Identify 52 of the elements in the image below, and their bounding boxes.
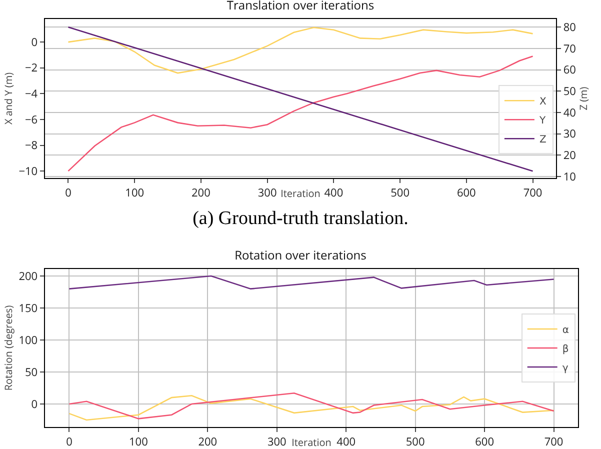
- y2-tick-label: 70: [563, 41, 576, 56]
- y2-tick-label: 20: [563, 148, 576, 164]
- legend-label: Z: [539, 134, 546, 146]
- legend-label: γ: [562, 362, 568, 374]
- x-tick-label: 600: [456, 185, 476, 200]
- y-tick-label: 0: [31, 34, 38, 50]
- line-series: [68, 275, 554, 290]
- y2-tick-label: 60: [563, 62, 576, 78]
- x-tick-label: 100: [125, 185, 144, 200]
- x-axis-title: Iteration: [292, 435, 332, 449]
- text: (a) Ground-truth translation.: [192, 208, 410, 230]
- x-axis-title: Iteration: [280, 186, 320, 200]
- y-tick-label: 150: [18, 300, 38, 316]
- x-tick-label: 200: [198, 434, 218, 449]
- legend-label: Y: [538, 116, 546, 127]
- x-tick-label: 700: [544, 434, 564, 449]
- x-tick-label: 400: [324, 185, 344, 200]
- x-tick-label: 0: [66, 434, 72, 449]
- x-tick-label: 500: [406, 434, 425, 449]
- x-tick-label: 400: [336, 434, 356, 449]
- legend-label: X: [539, 96, 546, 108]
- y-tick-label: −4: [25, 86, 38, 102]
- y-tick-label: 100: [18, 332, 38, 348]
- x-tick-label: 600: [475, 434, 494, 449]
- y-tick-label: 200: [18, 268, 38, 284]
- y-tick-label: −10: [18, 164, 38, 179]
- y-tick-label: 0: [31, 396, 38, 412]
- y2-tick-label: 40: [563, 105, 576, 120]
- x-tick-label: 0: [65, 185, 72, 200]
- x-tick-label: 200: [192, 185, 210, 200]
- x-tick-label: 100: [129, 434, 148, 449]
- chart-title: Rotation over iterations: [234, 246, 367, 264]
- y2-tick-label: 80: [563, 20, 576, 35]
- y-tick-label: −8: [25, 138, 38, 154]
- x-tick-label: 300: [267, 434, 286, 449]
- chart-title: Translation over iterations: [226, 0, 374, 14]
- y-axis-title: X and Y (m): [0, 72, 15, 125]
- x-tick-label: 700: [523, 185, 542, 200]
- line-series: [68, 26, 534, 74]
- x-tick-label: 300: [258, 185, 277, 200]
- y2-tick-label: 50: [563, 84, 576, 99]
- legend-label: β: [562, 344, 569, 355]
- y-axis-title: Rotation (degrees): [0, 305, 15, 391]
- y-tick-label: −2: [25, 60, 38, 76]
- y2-tick-label: 10: [563, 169, 576, 184]
- y-tick-label: −6: [25, 112, 38, 128]
- x-tick-label: 500: [390, 185, 410, 200]
- line-series: [68, 56, 534, 172]
- legend-label: α: [562, 324, 570, 336]
- y2-tick-label: 30: [563, 126, 576, 142]
- y2-axis-title: Z (m): [576, 86, 590, 110]
- y-tick-label: 50: [25, 364, 38, 380]
